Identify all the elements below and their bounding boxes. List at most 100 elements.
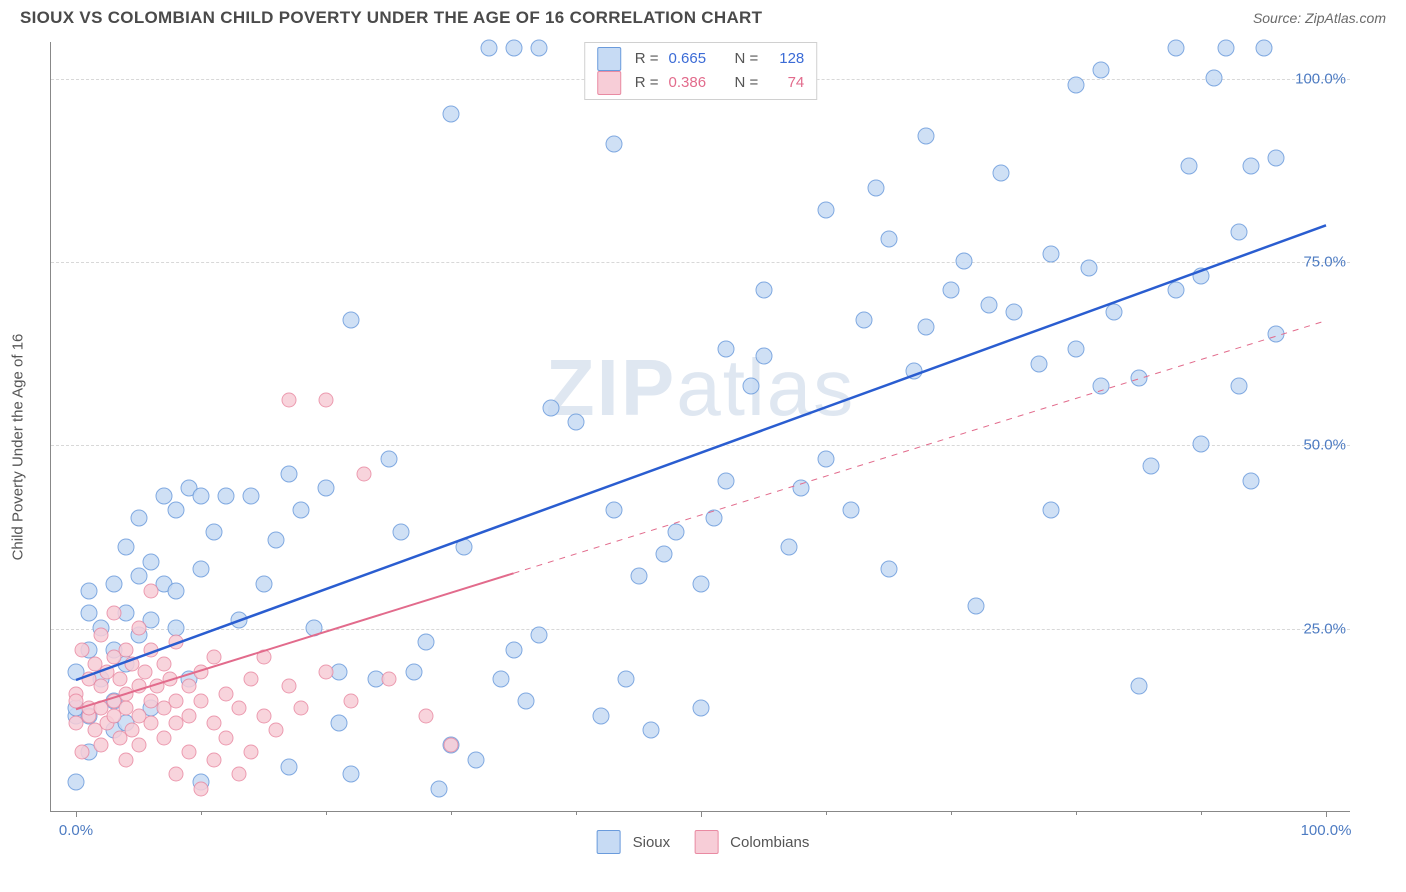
data-point (168, 583, 185, 600)
data-point (112, 672, 127, 687)
y-tick-label: 100.0% (1295, 70, 1352, 87)
data-point (968, 597, 985, 614)
data-point (943, 282, 960, 299)
data-point (206, 716, 221, 731)
data-point (280, 759, 297, 776)
data-point (194, 782, 209, 797)
data-point (1143, 458, 1160, 475)
data-point (1243, 473, 1260, 490)
series-legend: Sioux Colombians (597, 830, 810, 854)
data-point (206, 650, 221, 665)
data-point (193, 561, 210, 578)
data-point (393, 524, 410, 541)
data-point (1030, 355, 1047, 372)
data-point (144, 584, 159, 599)
x-tick-minor (951, 811, 952, 815)
data-point (780, 539, 797, 556)
data-point (143, 553, 160, 570)
data-point (543, 399, 560, 416)
data-point (1243, 157, 1260, 174)
data-point (518, 693, 535, 710)
data-point (230, 612, 247, 629)
x-tick-label: 100.0% (1301, 822, 1352, 839)
legend-label: Colombians (730, 834, 809, 851)
data-point (1105, 304, 1122, 321)
data-point (125, 723, 140, 738)
data-point (156, 730, 171, 745)
data-point (1255, 40, 1272, 57)
data-point (455, 539, 472, 556)
data-point (194, 664, 209, 679)
data-point (319, 664, 334, 679)
y-tick-label: 25.0% (1303, 620, 1352, 637)
data-point (156, 657, 171, 672)
gridline (51, 629, 1350, 630)
trend-line (76, 225, 1326, 680)
data-point (1093, 62, 1110, 79)
x-tick-minor (1201, 811, 1202, 815)
data-point (1168, 40, 1185, 57)
data-point (480, 40, 497, 57)
chart-title: SIOUX VS COLOMBIAN CHILD POVERTY UNDER T… (20, 8, 762, 28)
gridline (51, 445, 1350, 446)
data-point (294, 701, 309, 716)
data-point (693, 700, 710, 717)
data-point (356, 466, 371, 481)
data-point (268, 531, 285, 548)
data-point (505, 40, 522, 57)
data-point (1005, 304, 1022, 321)
data-point (1268, 150, 1285, 167)
data-point (705, 509, 722, 526)
data-point (419, 708, 434, 723)
data-point (231, 701, 246, 716)
data-point (505, 641, 522, 658)
data-point (444, 738, 459, 753)
data-point (443, 106, 460, 123)
data-point (605, 502, 622, 519)
data-point (256, 708, 271, 723)
data-point (219, 686, 234, 701)
data-point (137, 664, 152, 679)
data-point (1043, 502, 1060, 519)
x-tick-minor (326, 811, 327, 815)
data-point (131, 738, 146, 753)
data-point (630, 568, 647, 585)
data-point (255, 575, 272, 592)
data-point (131, 620, 146, 635)
data-point (94, 679, 109, 694)
data-point (843, 502, 860, 519)
data-point (118, 539, 135, 556)
data-point (68, 773, 85, 790)
data-point (256, 650, 271, 665)
y-tick-label: 50.0% (1303, 437, 1352, 454)
x-tick-minor (451, 811, 452, 815)
data-point (418, 634, 435, 651)
scatter-plot-area: ZIPatlas R = 0.665N = 128R = 0.386N = 74… (50, 42, 1350, 812)
data-point (218, 487, 235, 504)
data-point (1218, 40, 1235, 57)
data-point (344, 694, 359, 709)
data-point (119, 642, 134, 657)
data-point (343, 311, 360, 328)
data-point (593, 707, 610, 724)
data-point (94, 738, 109, 753)
x-tick (76, 811, 77, 817)
data-point (868, 179, 885, 196)
data-point (1080, 260, 1097, 277)
data-point (643, 722, 660, 739)
series-swatch (597, 47, 621, 71)
data-point (568, 414, 585, 431)
data-point (743, 377, 760, 394)
data-point (281, 393, 296, 408)
data-point (1230, 377, 1247, 394)
legend-item: Sioux (597, 830, 671, 854)
correlation-legend: R = 0.665N = 128R = 0.386N = 74 (584, 42, 818, 100)
data-point (243, 487, 260, 504)
y-tick-label: 75.0% (1303, 254, 1352, 271)
trend-lines (51, 42, 1351, 812)
source-attribution: Source: ZipAtlas.com (1253, 10, 1386, 26)
data-point (718, 341, 735, 358)
data-point (380, 451, 397, 468)
legend-label: Sioux (633, 834, 671, 851)
n-value: 128 (768, 47, 804, 71)
